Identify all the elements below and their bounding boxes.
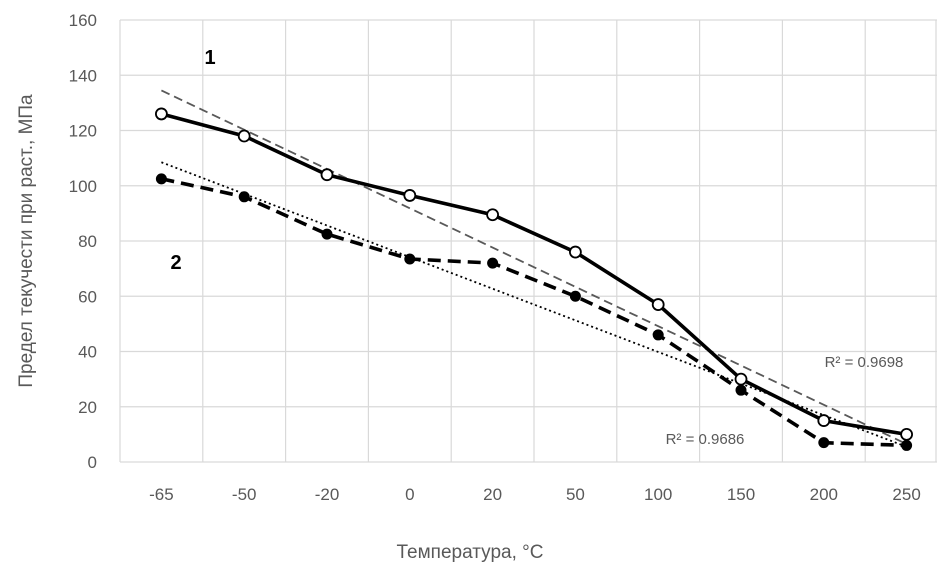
trendlines <box>161 89 907 448</box>
data-point-series-1 <box>817 414 831 427</box>
x-axis-title: Температура, °C <box>397 542 544 563</box>
data-point-series-1 <box>734 372 748 386</box>
x-tick-labels: -65 -50 -20 0 20 50 100 150 200 250 <box>149 485 921 504</box>
data-point-series-2 <box>155 173 167 185</box>
x-tick-label: 100 <box>644 485 672 504</box>
chart-labels: 1 2 R² = 0.9698 R² = 0.9686 <box>170 47 903 448</box>
data-point-series-2 <box>901 439 913 451</box>
trendline-1 <box>161 89 907 445</box>
data-point-series-2 <box>404 253 416 265</box>
data-point-series-1 <box>486 208 500 222</box>
data-point-series-2 <box>569 290 581 302</box>
grid-lines <box>119 19 937 463</box>
x-tick-label: 50 <box>566 485 585 504</box>
x-tick-label: 0 <box>405 485 414 504</box>
r2-label-series-1: R² = 0.9698 <box>825 354 904 371</box>
data-point-series-2 <box>735 384 747 396</box>
y-tick-label: 140 <box>69 66 97 85</box>
y-axis-title: Предел текучести при раст., МПа <box>16 94 37 388</box>
data-markers <box>154 107 913 451</box>
y-tick-labels: 0 20 40 60 80 100 120 140 160 <box>69 11 97 472</box>
data-point-series-1 <box>900 427 913 441</box>
y-tick-label: 60 <box>78 287 97 306</box>
r2-label-series-2: R² = 0.9686 <box>666 431 745 448</box>
data-point-series-2 <box>487 257 499 269</box>
x-tick-label: 200 <box>810 485 838 504</box>
x-tick-label: 250 <box>892 485 920 504</box>
data-point-series-1 <box>154 107 168 121</box>
series-lines <box>160 112 907 448</box>
x-tick-label: -20 <box>315 485 340 504</box>
data-point-series-1 <box>569 245 582 259</box>
y-tick-label: 160 <box>69 11 97 30</box>
data-point-series-2 <box>652 329 664 341</box>
data-point-series-2 <box>321 228 333 240</box>
y-tick-label: 80 <box>78 232 97 251</box>
y-tick-label: 40 <box>78 343 97 362</box>
x-tick-label: 20 <box>483 485 502 504</box>
data-point-series-2 <box>818 437 830 449</box>
y-tick-label: 20 <box>78 398 97 417</box>
curve-label-2: 2 <box>170 252 181 274</box>
y-tick-label: 100 <box>69 177 97 196</box>
series-line-2 <box>161 177 907 448</box>
y-tick-label: 0 <box>88 453 97 472</box>
curve-label-1: 1 <box>204 47 215 69</box>
x-tick-label: 150 <box>727 485 755 504</box>
series-line-1 <box>160 112 907 437</box>
data-point-series-2 <box>238 191 250 203</box>
data-point-series-1 <box>651 298 665 311</box>
data-point-series-1 <box>320 168 334 182</box>
y-tick-label: 120 <box>69 122 97 141</box>
x-tick-label: -50 <box>232 485 257 504</box>
data-point-series-1 <box>237 129 251 143</box>
x-tick-label: -65 <box>149 485 174 504</box>
data-point-series-1 <box>403 189 417 202</box>
